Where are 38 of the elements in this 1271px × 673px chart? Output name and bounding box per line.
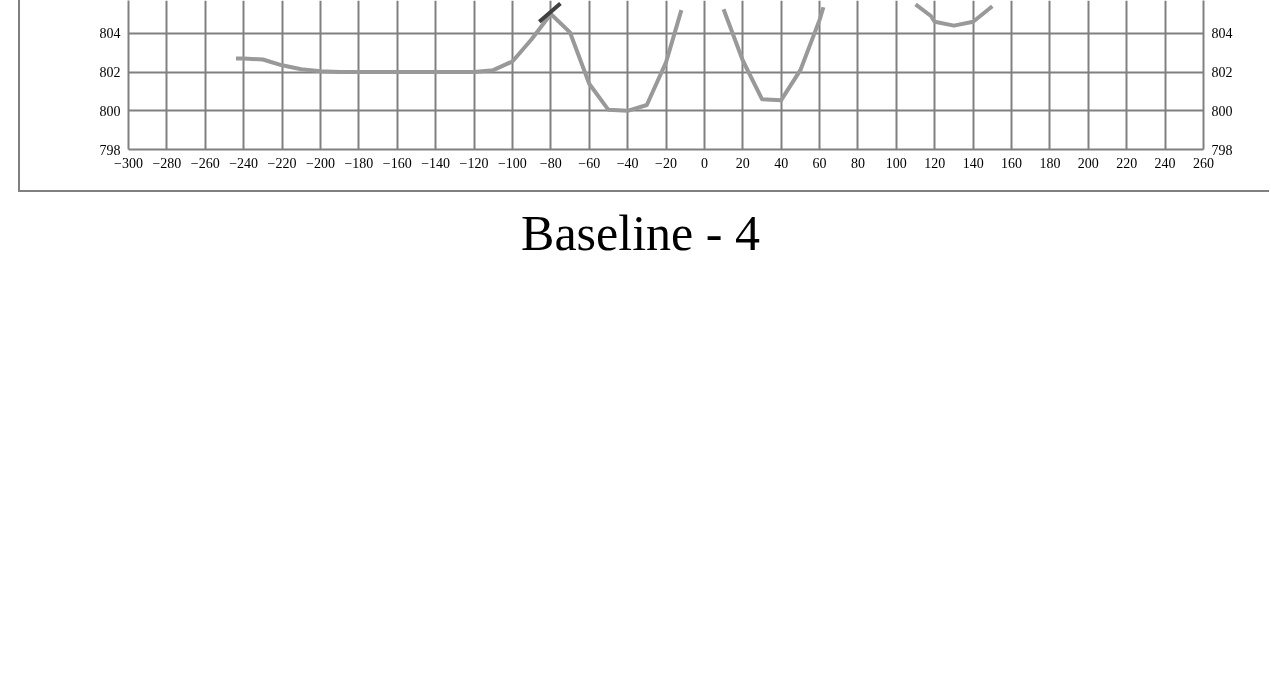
x-tick-label: −120 [459,155,489,171]
y2-tick-label: 798 [1211,142,1233,158]
x-tick-label: 40 [774,155,789,171]
x-tick-label: −60 [578,155,601,171]
x-tick-label: −240 [229,155,259,171]
x-tick-label: −180 [344,155,374,171]
x-tick-label: 120 [924,155,946,171]
x-tick-label: −280 [152,155,182,171]
y2-tick-label: 800 [1211,103,1233,119]
x-tick-label: −220 [267,155,297,171]
x-tick-label: −140 [421,155,451,171]
x-tick-label: 140 [962,155,984,171]
x-tick-label: 260 [1193,155,1214,171]
y-tick-label: 798 [99,142,121,158]
y2-tick-label: 804 [1211,26,1233,42]
x-tick-label: 100 [885,155,907,171]
x-tick-label: −100 [497,155,527,171]
x-tick-label: −20 [655,155,677,171]
x-tick-label: 80 [850,155,865,171]
x-tick-label: −300 [114,155,143,171]
x-tick-label: −80 [539,155,562,171]
y-tick-label: 800 [99,103,121,119]
x-tick-label: −160 [382,155,412,171]
text: Baseline - 4 [521,204,760,263]
x-tick-label: 0 [700,155,708,171]
x-tick-label: 240 [1154,155,1176,171]
y-tick-label: 802 [99,65,121,81]
x-tick-label: 160 [1001,155,1023,171]
y-tick-label: 804 [99,26,121,42]
x-tick-label: 180 [1039,155,1061,171]
x-tick-label: 200 [1077,155,1099,171]
x-tick-label: 60 [812,155,827,171]
x-tick-label: −200 [306,155,335,171]
x-tick-label: 220 [1116,155,1138,171]
x-tick-label: −260 [190,155,220,171]
x-tick-label: 20 [735,155,750,171]
x-tick-label: −40 [616,155,639,171]
y2-tick-label: 802 [1211,65,1233,81]
